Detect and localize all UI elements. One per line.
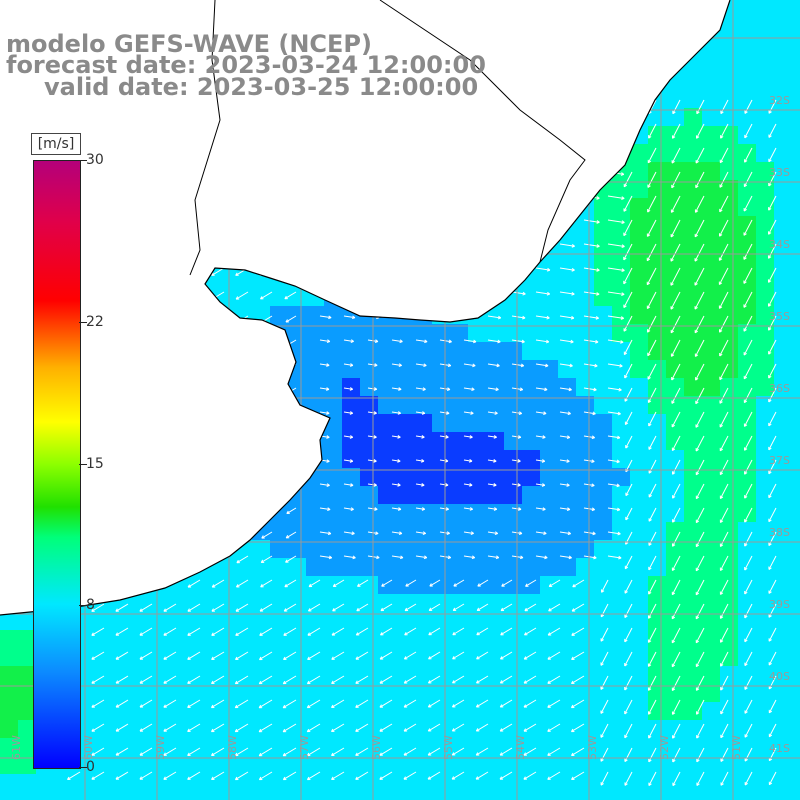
- lon-label: 56W: [370, 735, 383, 760]
- colorbar-tick-label: 22: [86, 313, 104, 330]
- forecast-date: forecast date: 2023-03-24 12:00:00: [6, 51, 486, 79]
- lat-label: 34S: [769, 238, 790, 251]
- colorbar-tick: [79, 605, 87, 607]
- lat-label: 33S: [769, 166, 790, 179]
- lon-label: 57W: [298, 735, 311, 760]
- colorbar-unit: [m/s]: [31, 133, 81, 155]
- lat-label: 37S: [769, 454, 790, 467]
- coastline: [0, 0, 731, 616]
- colorbar-tick-label: 0: [86, 759, 95, 775]
- lon-label: 58W: [226, 735, 239, 760]
- colorbar-tick: [79, 321, 87, 323]
- lon-label: 53W: [586, 735, 599, 760]
- colorbar-tick-label: 30: [86, 152, 104, 168]
- lat-label: 35S: [769, 310, 790, 323]
- valid-date: valid date: 2023-03-25 12:00:00: [44, 73, 479, 101]
- lat-label: 38S: [769, 526, 790, 539]
- lat-label: 39S: [769, 598, 790, 611]
- lat-label: 32S: [769, 94, 790, 107]
- lon-label: 61W: [10, 735, 23, 760]
- lon-label: 52W: [658, 735, 671, 760]
- colorbar-tick: [79, 767, 87, 768]
- colorbar-tick-label: 15: [86, 455, 104, 472]
- lon-label: 51W: [730, 735, 743, 760]
- lat-label: 41S: [769, 742, 790, 755]
- colorbar: [33, 160, 81, 769]
- lon-label: 54W: [514, 735, 527, 760]
- longitude-labels: 61W 60W 59W 58W 57W 56W 55W 54W 53W 52W 51W: [10, 735, 743, 760]
- lon-label: 60W: [82, 735, 95, 760]
- lat-label: 40S: [769, 670, 790, 683]
- lat-label: 36S: [769, 382, 790, 395]
- colorbar-tick-label: 8: [86, 597, 95, 614]
- lon-label: 59W: [154, 735, 167, 760]
- latitude-labels: 32S 33S 34S 35S 36S 37S 38S 39S 40S 41S: [769, 94, 790, 755]
- lon-label: 55W: [442, 735, 455, 760]
- model-title: modelo GEFS-WAVE (NCEP): [6, 30, 372, 58]
- colorbar-tick: [79, 160, 87, 161]
- colorbar-tick: [79, 463, 87, 465]
